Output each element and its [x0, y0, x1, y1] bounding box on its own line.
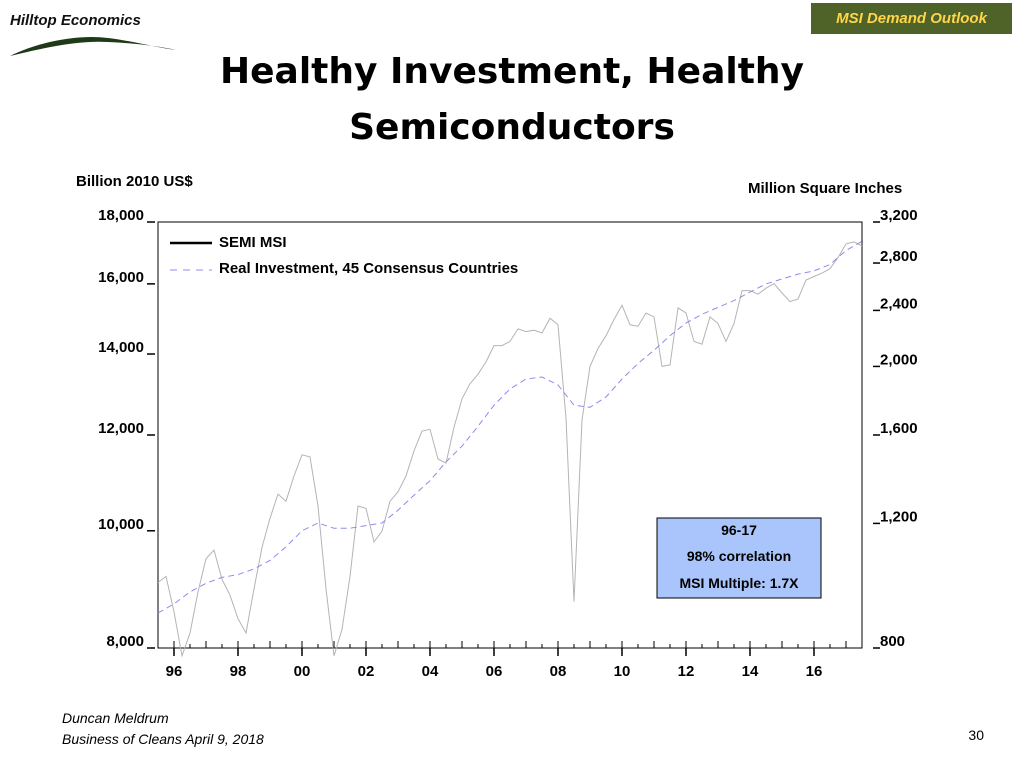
annotation-period: 96-17 [721, 522, 757, 538]
x-tick-label: 10 [614, 663, 631, 680]
x-tick-label: 08 [550, 663, 567, 680]
x-tick-label: 16 [806, 663, 823, 680]
real-investment-series-line [157, 240, 863, 614]
left-tick-label: 18,000 [98, 207, 144, 224]
x-tick-label: 98 [230, 663, 247, 680]
annotation-correlation: 98% correlation [687, 548, 791, 564]
footer-author: Duncan Meldrum [62, 710, 169, 726]
right-tick-label: 2,400 [880, 295, 918, 312]
right-axis-title: Million Square Inches [748, 180, 903, 197]
annotation-box [656, 517, 822, 599]
right-tick-label: 2,800 [880, 248, 918, 265]
left-tick-label: 10,000 [98, 516, 144, 533]
x-tick-label: 06 [486, 663, 503, 680]
msi-demand-outlook-badge: MSI Demand Outlook [811, 3, 1012, 34]
x-tick-label: 04 [422, 663, 439, 680]
annotation-multiple: MSI Multiple: 1.7X [679, 575, 799, 591]
logo-text: Hilltop Economics [10, 12, 141, 29]
x-tick-label: 14 [742, 663, 759, 680]
right-tick-label: 1,600 [880, 420, 918, 437]
right-tick-label: 3,200 [880, 207, 918, 224]
right-tick-label: 1,200 [880, 508, 918, 525]
footer: Duncan Meldrum Business of Cleans April … [62, 708, 264, 750]
left-tick-label: 14,000 [98, 339, 144, 356]
logo: Hilltop Economics [8, 8, 178, 60]
left-tick-label: 12,000 [98, 420, 144, 437]
page-title: Healthy Investment, Healthy Semiconducto… [150, 44, 874, 156]
correlation-annotation: 96-17 98% correlation MSI Multiple: 1.7X [656, 517, 822, 599]
footer-event: Business of Cleans April 9, 2018 [62, 731, 264, 747]
left-axis: 18,000 16,000 14,000 12,000 10,000 8,000 [98, 207, 155, 650]
title-line-2: Semiconductors [349, 107, 675, 148]
right-axis: 3,200 2,800 2,400 2,000 1,600 1,200 800 [873, 207, 918, 650]
right-tick-label: 2,000 [880, 351, 918, 368]
x-axis: 96 98 00 02 04 06 08 10 12 14 16 [166, 641, 863, 680]
logo-swoosh-icon [10, 36, 176, 56]
left-tick-label: 16,000 [98, 269, 144, 286]
x-tick-label: 00 [294, 663, 311, 680]
series-layer [157, 240, 863, 658]
legend-semi-msi-label: SEMI MSI [219, 234, 287, 251]
right-tick-label: 800 [880, 633, 905, 650]
x-tick-label: 96 [166, 663, 183, 680]
title-line-1: Healthy Investment, Healthy [219, 51, 804, 92]
x-tick-label: 12 [678, 663, 695, 680]
semi-msi-series-line [157, 241, 863, 658]
x-tick-label: 02 [358, 663, 375, 680]
legend: SEMI MSI Real Investment, 45 Consensus C… [170, 234, 518, 277]
legend-investment-label: Real Investment, 45 Consensus Countries [219, 260, 518, 277]
left-axis-title: Billion 2010 US$ [76, 173, 193, 190]
page-number: 30 [968, 727, 984, 743]
left-tick-label: 8,000 [106, 633, 144, 650]
